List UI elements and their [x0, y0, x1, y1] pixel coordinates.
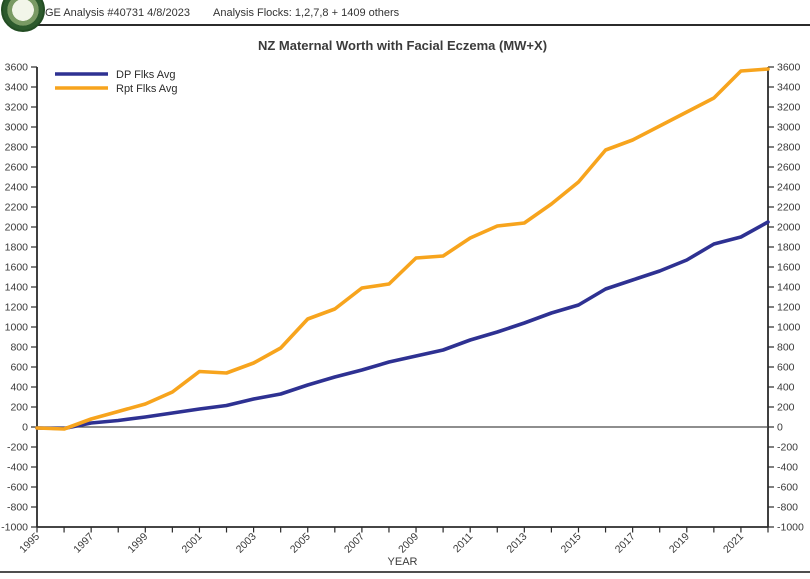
- svg-text:-400: -400: [777, 462, 798, 474]
- svg-text:1600: 1600: [5, 262, 29, 274]
- svg-text:1400: 1400: [5, 282, 29, 294]
- svg-text:1995: 1995: [17, 531, 42, 556]
- flocks-info: Analysis Flocks: 1,2,7,8 + 1409 others: [213, 7, 400, 19]
- svg-text:2017: 2017: [613, 531, 638, 556]
- app-title: Genetic Trends: [50, 0, 251, 3]
- header-divider: [36, 24, 810, 26]
- svg-text:200: 200: [10, 402, 28, 414]
- svg-text:2800: 2800: [777, 142, 801, 154]
- svg-text:800: 800: [777, 342, 795, 354]
- svg-text:1200: 1200: [777, 302, 801, 314]
- svg-text:2015: 2015: [559, 531, 584, 556]
- tick-labels: -1000 -1000 -800 -800 -600 -600 -400 -400 -200 -2…: [1, 62, 804, 556]
- svg-text:-600: -600: [7, 482, 28, 494]
- svg-text:-800: -800: [7, 502, 28, 514]
- svg-text:1999: 1999: [125, 531, 150, 556]
- svg-text:2200: 2200: [5, 202, 29, 214]
- svg-text:3200: 3200: [5, 102, 29, 114]
- svg-text:0: 0: [777, 422, 783, 434]
- svg-text:-800: -800: [777, 502, 798, 514]
- svg-text:2600: 2600: [5, 162, 29, 174]
- svg-text:600: 600: [777, 362, 795, 374]
- svg-text:-1000: -1000: [777, 522, 804, 534]
- svg-text:2000: 2000: [777, 222, 801, 234]
- legend-label: DP Flks Avg: [116, 69, 176, 81]
- svg-text:1000: 1000: [777, 322, 801, 334]
- svg-text:2001: 2001: [180, 531, 205, 556]
- svg-text:2200: 2200: [777, 202, 801, 214]
- svg-text:800: 800: [10, 342, 28, 354]
- svg-text:2011: 2011: [451, 531, 476, 556]
- svg-text:-400: -400: [7, 462, 28, 474]
- svg-text:1000: 1000: [5, 322, 29, 334]
- svg-text:3200: 3200: [777, 102, 801, 114]
- svg-text:2005: 2005: [288, 531, 313, 556]
- svg-text:600: 600: [10, 362, 28, 374]
- chart-title: NZ Maternal Worth with Facial Eczema (MW…: [257, 38, 548, 53]
- svg-text:200: 200: [777, 402, 795, 414]
- svg-text:2400: 2400: [5, 182, 29, 194]
- svg-text:2013: 2013: [504, 531, 529, 556]
- svg-text:2600: 2600: [777, 162, 801, 174]
- svg-text:2800: 2800: [5, 142, 29, 154]
- svg-text:2009: 2009: [396, 531, 421, 556]
- svg-text:3600: 3600: [5, 62, 29, 74]
- svg-text:3400: 3400: [777, 82, 801, 94]
- series-line-dp-flks-avg: [35, 220, 770, 431]
- svg-text:1800: 1800: [5, 242, 29, 254]
- svg-text:-200: -200: [7, 442, 28, 454]
- series-line-rpt-flks-avg: [35, 67, 770, 431]
- legend-label: Rpt Flks Avg: [116, 83, 178, 95]
- svg-text:2021: 2021: [721, 531, 746, 556]
- legend: DP Flks Avg Rpt Flks Avg: [55, 69, 178, 95]
- svg-text:3400: 3400: [5, 82, 29, 94]
- svg-text:-1000: -1000: [1, 522, 28, 534]
- svg-text:2019: 2019: [667, 531, 692, 556]
- analysis-info: GE Analysis #40731 4/8/2023: [45, 7, 190, 19]
- svg-text:-200: -200: [777, 442, 798, 454]
- svg-text:1997: 1997: [71, 531, 96, 556]
- svg-text:2400: 2400: [777, 182, 801, 194]
- svg-text:1800: 1800: [777, 242, 801, 254]
- tick-marks: [31, 66, 774, 533]
- svg-text:3600: 3600: [777, 62, 801, 74]
- svg-text:2003: 2003: [234, 531, 259, 556]
- footer-divider: [0, 571, 810, 573]
- svg-text:2000: 2000: [5, 222, 29, 234]
- axes: [36, 67, 769, 528]
- svg-text:-600: -600: [777, 482, 798, 494]
- svg-text:3000: 3000: [777, 122, 801, 134]
- svg-text:400: 400: [777, 382, 795, 394]
- scope-info: for all Flocks: [213, 0, 275, 3]
- svg-text:1200: 1200: [5, 302, 29, 314]
- svg-text:1600: 1600: [777, 262, 801, 274]
- x-axis-title: YEAR: [387, 556, 418, 568]
- svg-text:3000: 3000: [5, 122, 29, 134]
- svg-text:1400: 1400: [777, 282, 801, 294]
- svg-text:2007: 2007: [342, 531, 367, 556]
- svg-text:0: 0: [22, 422, 28, 434]
- svg-text:400: 400: [10, 382, 28, 394]
